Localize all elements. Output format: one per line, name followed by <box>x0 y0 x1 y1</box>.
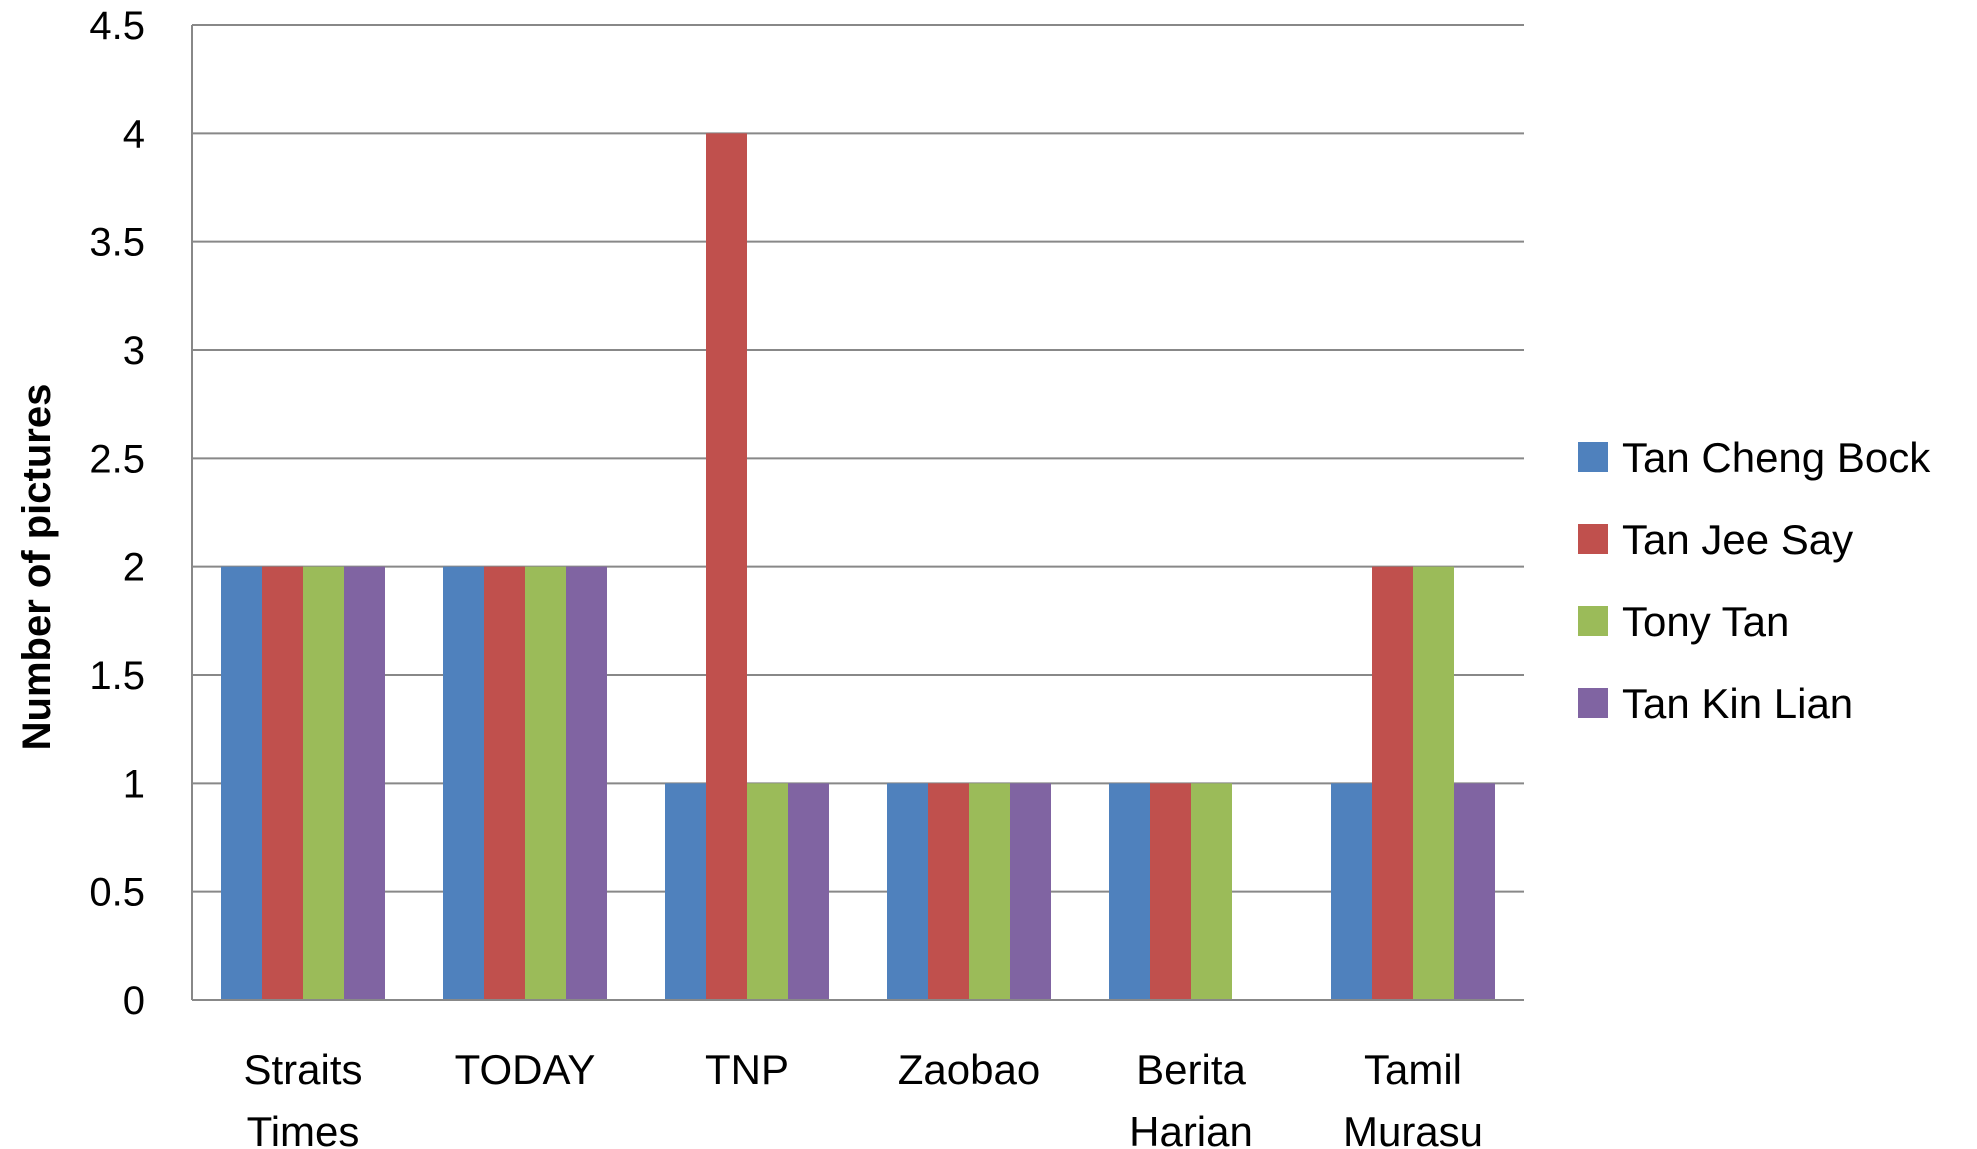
bar <box>566 566 607 1000</box>
legend-label: Tan Jee Say <box>1622 516 1853 563</box>
bar <box>1191 783 1232 1000</box>
bar <box>525 566 566 1000</box>
y-tick-label: 4 <box>123 112 145 156</box>
bars <box>221 133 1495 1001</box>
x-tick-label: TODAY <box>455 1046 596 1093</box>
bar <box>484 566 525 1000</box>
bar <box>262 566 303 1000</box>
x-tick-label: Harian <box>1129 1108 1253 1149</box>
y-tick-label: 0.5 <box>89 871 145 915</box>
legend-label: Tan Cheng Bock <box>1622 434 1931 481</box>
bar <box>1109 783 1150 1000</box>
legend-swatch <box>1578 688 1608 718</box>
y-tick-label: 0 <box>123 979 145 1023</box>
x-tick-label: Berita <box>1136 1046 1246 1093</box>
legend-label: Tony Tan <box>1622 598 1789 645</box>
bar <box>665 783 706 1000</box>
bar <box>303 566 344 1000</box>
bar <box>788 783 829 1000</box>
bar <box>221 566 262 1000</box>
y-tick-label: 4.5 <box>89 4 145 48</box>
axes <box>191 25 1524 1001</box>
bar <box>747 783 788 1000</box>
legend-label: Tan Kin Lian <box>1622 680 1853 727</box>
y-tick-label: 1.5 <box>89 654 145 698</box>
x-tick-label: Zaobao <box>898 1046 1040 1093</box>
bar <box>969 783 1010 1000</box>
bar <box>1010 783 1051 1000</box>
x-tick-labels: Straits Times TODAY TNP Zaobao Berita Harian Ta… <box>243 1046 1483 1149</box>
bar <box>1413 566 1454 1000</box>
y-axis-label: Number of pictures <box>15 384 59 751</box>
y-tick-label: 2.5 <box>89 437 145 481</box>
bar <box>344 566 385 1000</box>
bar <box>706 133 747 1001</box>
bar <box>443 566 484 1000</box>
legend-swatch <box>1578 524 1608 554</box>
y-tick-label: 3 <box>123 329 145 373</box>
bar <box>1150 783 1191 1000</box>
bar <box>1372 566 1413 1000</box>
y-tick-label: 2 <box>123 546 145 590</box>
x-tick-label: Murasu <box>1343 1108 1483 1149</box>
legend-swatch <box>1578 442 1608 472</box>
x-tick-label: Tamil <box>1364 1046 1462 1093</box>
y-tick-label: 3.5 <box>89 221 145 265</box>
bar <box>887 783 928 1000</box>
x-tick-label: TNP <box>705 1046 789 1093</box>
bar <box>1331 783 1372 1000</box>
bar <box>928 783 969 1000</box>
y-tick-label: 1 <box>123 762 145 806</box>
grid-lines <box>192 24 1524 893</box>
x-tick-label: Times <box>247 1108 360 1149</box>
legend: Tan Cheng Bock Tan Jee Say Tony Tan Tan Kin… <box>1578 434 1931 727</box>
x-tick-label: Straits <box>243 1046 362 1093</box>
legend-swatch <box>1578 606 1608 636</box>
y-tick-labels: 0 0.5 1 1.5 2 2.5 3 3.5 4 4.5 <box>89 4 145 1023</box>
bar <box>1454 783 1495 1000</box>
